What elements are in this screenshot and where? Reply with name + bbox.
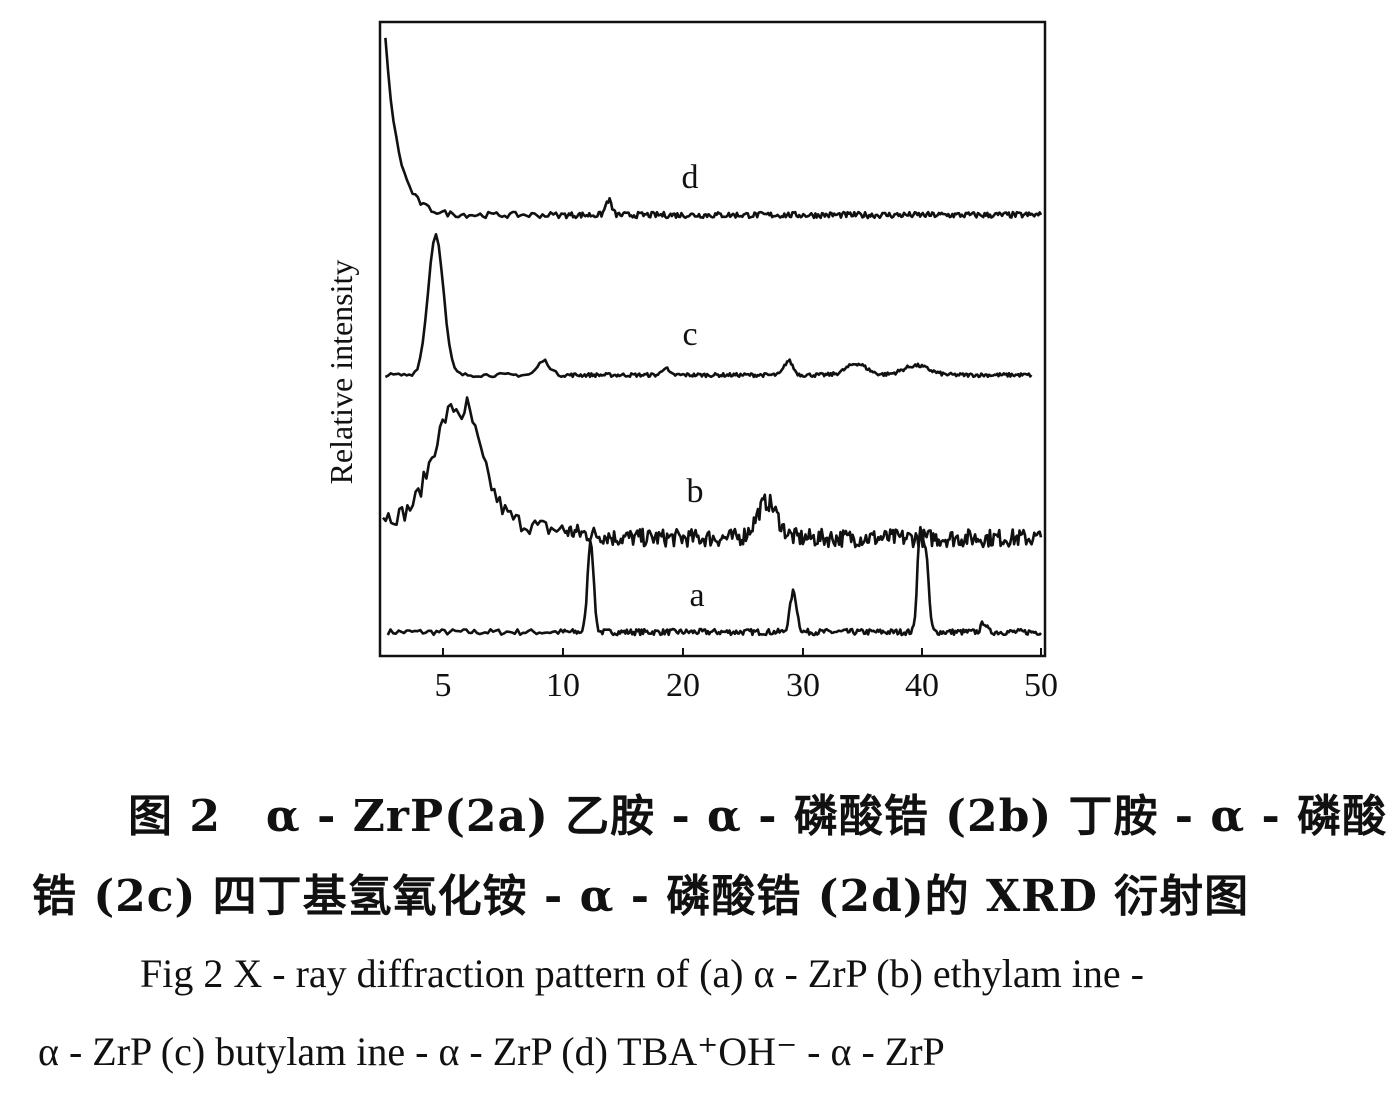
y-axis-label: Relative intensity (323, 260, 359, 485)
caption-cn-line-1: 图 2 α - ZrP(2a) 乙胺 - α - 磷酸锆 (2b) 丁胺 - α… (128, 791, 1388, 842)
series-label-b: b (687, 473, 704, 510)
plot-frame (378, 20, 1047, 658)
series-line-d (384, 37, 1043, 220)
x-tick-label: 5 (435, 667, 452, 704)
xrd-figure: a b c d 5 10 20 30 40 50 Relative intensity (323, 20, 1058, 704)
series-label-d: d (682, 159, 699, 196)
series-line-c (384, 233, 1033, 379)
series-line-a (386, 525, 1043, 637)
series-line-b (382, 396, 1043, 549)
x-tick-label: 10 (546, 667, 580, 704)
caption-en-line-2: α - ZrP (c) butylam ine - α - ZrP (d) TB… (38, 1029, 945, 1074)
caption-en-line-1: Fig 2 X - ray diffraction pattern of (a)… (140, 951, 1144, 996)
caption-cn-line-2: 锆 (2c) 四丁基氢氧化铵 - α - 磷酸锆 (2d)的 XRD 衍射图 (32, 871, 1250, 922)
x-tick-label: 50 (1024, 667, 1058, 704)
series-label-a: a (689, 577, 704, 614)
x-axis-ticks: 5 10 20 30 40 50 (435, 648, 1058, 704)
x-tick-label: 40 (905, 667, 939, 704)
series-label-c: c (682, 316, 697, 353)
x-tick-label: 30 (786, 667, 820, 704)
plot-series: a b c d (382, 37, 1043, 637)
x-tick-label: 20 (666, 667, 700, 704)
